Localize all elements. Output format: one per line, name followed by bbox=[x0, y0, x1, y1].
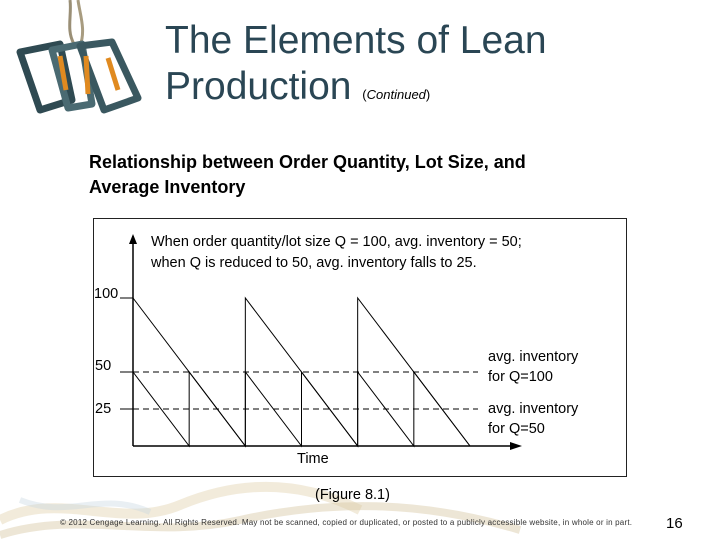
inventory-series-1 bbox=[132, 370, 471, 448]
title-paren-close: ) bbox=[425, 87, 431, 102]
subtitle-line-2: Average Inventory bbox=[89, 177, 246, 197]
x-axis-label: Time bbox=[297, 451, 329, 467]
figure-note-line-1: When order quantity/lot size Q = 100, av… bbox=[151, 234, 522, 250]
title-line-2: Production bbox=[165, 65, 352, 108]
y-axis-arrow bbox=[129, 234, 137, 244]
avg-inventory-label-q100: avg. inventory for Q=100 bbox=[486, 347, 581, 387]
x-axis-arrow bbox=[510, 442, 522, 450]
rope-decoration bbox=[0, 481, 522, 539]
figure-caption: (Figure 8.1) bbox=[315, 487, 390, 503]
page-number: 16 bbox=[666, 515, 683, 532]
title-line-1: The Elements of Lean bbox=[165, 19, 547, 62]
y-tick-label-100: 100 bbox=[94, 286, 119, 302]
avg-inventory-label-q50-line-2: for Q=50 bbox=[488, 421, 545, 437]
slide-title: The Elements of Lean Production (Continu… bbox=[165, 18, 705, 118]
copyright-notice: © 2012 Cengage Learning. All Rights Rese… bbox=[60, 518, 633, 527]
avg-inventory-label-q100-line-1: avg. inventory bbox=[488, 349, 579, 365]
avg-inventory-label-q50: avg. inventory for Q=50 bbox=[486, 399, 581, 439]
figure-note: When order quantity/lot size Q = 100, av… bbox=[151, 232, 611, 274]
title-paren-open: ( bbox=[362, 87, 367, 102]
figure-note-line-2: when Q is reduced to 50, avg. inventory … bbox=[151, 255, 477, 271]
slide-subtitle: Relationship between Order Quantity, Lot… bbox=[89, 150, 609, 200]
y-tick-label-25: 25 bbox=[95, 401, 112, 417]
y-tick-label-50: 50 bbox=[95, 358, 112, 374]
avg-inventory-label-q50-line-1: avg. inventory bbox=[488, 401, 579, 417]
title-continued: Continued bbox=[366, 87, 426, 102]
avg-inventory-label-q100-line-2: for Q=100 bbox=[488, 369, 553, 385]
carabiner-icon bbox=[16, 0, 142, 114]
subtitle-line-1: Relationship between Order Quantity, Lot… bbox=[89, 152, 526, 172]
